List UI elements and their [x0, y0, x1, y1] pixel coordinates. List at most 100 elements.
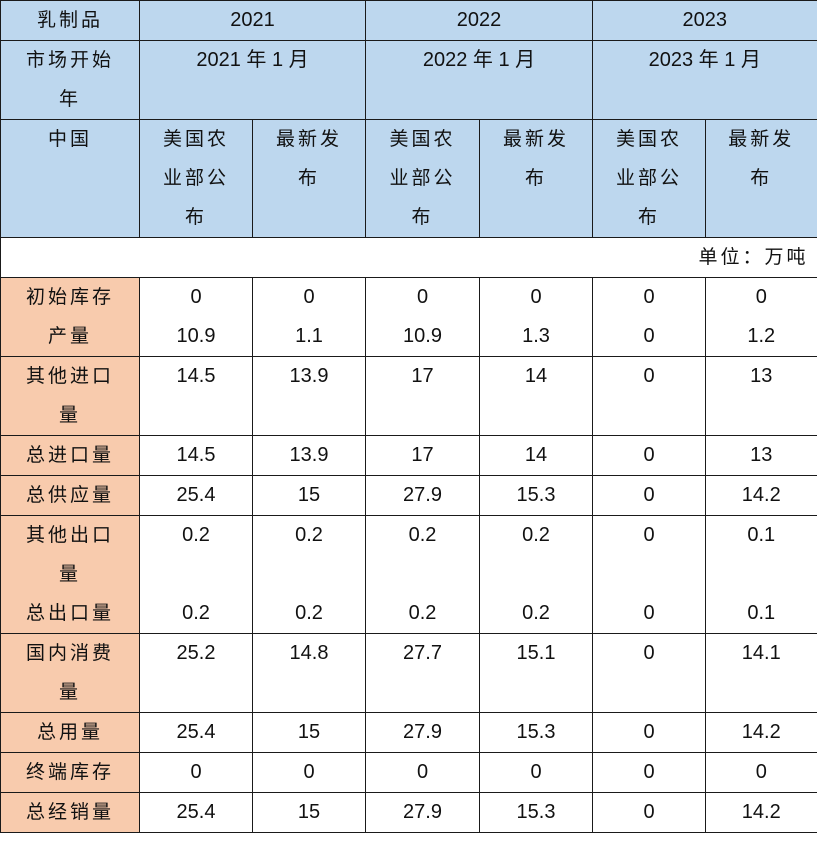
- value-cell: 14.1: [705, 633, 817, 713]
- value: 0: [643, 286, 655, 308]
- country-label: 中国: [0, 119, 140, 238]
- value-cell: 25.4: [139, 792, 253, 833]
- market-start-2022: 2022 年 1 月: [365, 40, 593, 120]
- market-start-2023: 2023 年 1 月: [592, 40, 817, 120]
- value-cell: 27.9: [365, 792, 480, 833]
- header-line: 美国农: [389, 128, 456, 150]
- unit-row: 单位：万吨: [0, 237, 817, 278]
- value-cell: 15.3: [479, 712, 593, 753]
- value-cell: 0: [705, 752, 817, 793]
- row-label-line: 总出口量: [25, 602, 114, 624]
- value: 0.1: [747, 524, 776, 546]
- latest-source-header: 最新发布: [705, 119, 817, 238]
- value: 14.2: [741, 484, 781, 506]
- value: 0: [755, 761, 767, 783]
- table-row: 终端库存 0 0 0 0 0 0: [0, 752, 817, 793]
- year-2023: 2023: [592, 0, 817, 41]
- header-line: 布: [411, 206, 434, 228]
- year-2021: 2021: [139, 0, 366, 41]
- value-cell: 25.4: [139, 712, 253, 753]
- value-cell: 13.9: [252, 356, 366, 436]
- value: 0: [416, 286, 429, 308]
- table-row: 总经销量 25.4 15 27.9 15.3 0 14.2: [0, 792, 817, 833]
- value-cell: 13: [705, 435, 817, 476]
- source-header-row: 中国 美国农 业部公布最新发布美国农 业部公布最新发布美国农 业部公布最新发布: [0, 119, 817, 238]
- value-cell: 14: [479, 435, 593, 476]
- value: 14: [524, 365, 548, 387]
- value-cell: 25.2: [139, 633, 253, 713]
- value-cell: 0.2 0.2: [139, 515, 253, 634]
- value: 13: [750, 444, 773, 466]
- value: 1.3: [522, 325, 550, 347]
- value: 25.2: [176, 642, 216, 664]
- value: 14.5: [176, 365, 216, 387]
- value: 0.2: [522, 602, 550, 624]
- value-cell: 0: [365, 752, 480, 793]
- row-label: 国内消费量: [0, 633, 140, 713]
- value-cell: 27.7: [365, 633, 480, 713]
- value: 0: [530, 761, 542, 783]
- value: 0: [643, 721, 655, 743]
- value-cell: 14.5: [139, 356, 253, 436]
- value: 0: [643, 365, 655, 387]
- row-label-line: 总用量: [36, 721, 103, 743]
- row-label-line: 其他进口: [25, 365, 114, 387]
- value: 15.1: [516, 642, 556, 664]
- value-cell: 14.2: [705, 475, 817, 516]
- value: 25.4: [176, 484, 216, 506]
- value-cell: 17: [365, 435, 480, 476]
- value-cell: 15: [252, 712, 366, 753]
- header-line: 业部公: [162, 167, 229, 189]
- market-year-label-line: 年: [58, 88, 81, 110]
- value: 14.2: [741, 721, 781, 743]
- value-cell: 0 1.1: [252, 277, 366, 357]
- value: 0: [643, 602, 655, 624]
- value: 14: [524, 444, 548, 466]
- value: 0: [643, 524, 655, 546]
- value: 10.9: [176, 325, 216, 347]
- value: 0: [643, 801, 655, 823]
- row-label-line: 总供应量: [25, 484, 114, 506]
- value-cell: 0.1 0.1: [705, 515, 817, 634]
- row-label: 终端库存: [0, 752, 140, 793]
- value: 13.9: [289, 365, 329, 387]
- row-label-line: 量: [58, 563, 81, 585]
- value-cell: 0.2 0.2: [365, 515, 480, 634]
- market-year-label-line: 市场开始: [25, 49, 114, 71]
- value-cell: 0: [252, 752, 366, 793]
- value-cell: 0: [479, 752, 593, 793]
- table-row: 初始库存 产量 0 10.9 0 1.1 0 10.9 0 1.3 0 0 0 1.2: [0, 277, 817, 357]
- value: 0.2: [295, 524, 323, 546]
- table-row: 其他出口量总出口量 0.2 0.2 0.2 0.2 0.2 0.2 0.2 0.2 0 0 0.1 0.…: [0, 515, 817, 634]
- header-line: 布: [524, 167, 547, 189]
- value: 25.4: [176, 801, 216, 823]
- row-label: 初始库存 产量: [0, 277, 140, 357]
- value: 0: [190, 286, 202, 308]
- value: 10.9: [403, 325, 442, 347]
- value-cell: 0 10.9: [365, 277, 480, 357]
- row-label: 其他出口量总出口量: [0, 515, 140, 634]
- row-label-line: 其他出口: [25, 524, 114, 546]
- value: 15: [297, 721, 321, 743]
- value-cell: 0: [592, 712, 706, 753]
- value-cell: 0: [592, 752, 706, 793]
- latest-source-header: 最新发布: [252, 119, 366, 238]
- value: 14.1: [741, 642, 781, 664]
- value: 13.9: [289, 444, 329, 466]
- value-cell: 15.3: [479, 792, 593, 833]
- row-label-line: 产量: [47, 325, 92, 347]
- header-line: 最新发: [728, 128, 795, 150]
- value: 13: [750, 365, 773, 387]
- value: 0.2: [522, 524, 550, 546]
- dairy-supply-table: 乳制品 2021 2022 2023 市场开始 年 2021 年 1 月 202…: [0, 0, 817, 833]
- value: 0: [643, 325, 655, 347]
- value: 15.3: [516, 721, 556, 743]
- value: 0: [643, 444, 655, 466]
- market-year-label: 市场开始 年: [0, 40, 140, 120]
- value: 0: [303, 286, 315, 308]
- unit-note: 单位：万吨: [0, 237, 817, 278]
- header-line: 美国农: [162, 128, 229, 150]
- table-row: 总进口量 14.5 13.9 17 14 0 13: [0, 435, 817, 476]
- header-line: 布: [750, 167, 773, 189]
- year-header-row: 乳制品 2021 2022 2023: [0, 0, 817, 41]
